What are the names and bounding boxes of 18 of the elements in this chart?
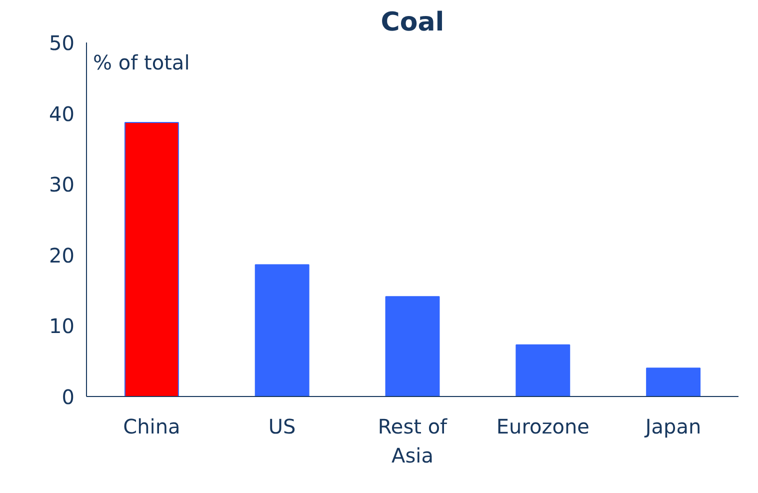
y-tick-label: 20 — [49, 243, 75, 268]
bar — [385, 296, 440, 396]
y-tick-label: 50 — [49, 31, 75, 55]
x-tick-label: US — [268, 414, 296, 438]
chart-title: Coal — [380, 8, 444, 38]
bar — [124, 122, 179, 396]
y-tick-label: 40 — [49, 102, 75, 126]
bar — [516, 344, 570, 396]
y-tick-label: 30 — [49, 172, 75, 197]
bar — [646, 368, 701, 396]
bar — [254, 264, 310, 396]
y-tick-label: 10 — [49, 314, 75, 338]
x-tick-label: Japan — [643, 414, 702, 438]
x-tick-label: Eurozone — [496, 414, 590, 438]
x-tick-label: China — [123, 414, 180, 438]
x-tick-label: Rest of Asia — [378, 414, 448, 468]
y-tick-label: 0 — [62, 385, 75, 409]
y-axis-title: % of total — [93, 50, 190, 74]
